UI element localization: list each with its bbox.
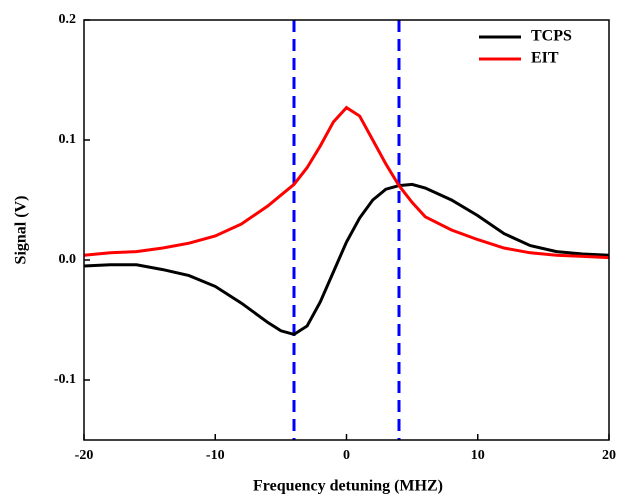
x-tick-label: 0 [343,448,350,463]
plot-frame [83,19,610,441]
x-tick-label: -10 [206,448,225,463]
x-tick-label: -20 [75,448,94,463]
line-series [83,105,610,260]
legend-label: TCPS [531,28,572,45]
y-tick-label: -0.1 [54,372,76,387]
x-tick-label: 10 [471,448,485,463]
y-tick-label: 0.1 [59,132,77,147]
x-axis-label: Frequency detuning (MHZ) [253,478,443,495]
y-tick-label: 0.0 [59,252,77,267]
x-tick-label: 20 [602,448,616,463]
y-axis-label: Signal (V) [13,196,30,265]
y-tick-label: 0.2 [59,12,77,27]
legend-label: EIT [531,50,559,67]
line-series [83,182,610,337]
